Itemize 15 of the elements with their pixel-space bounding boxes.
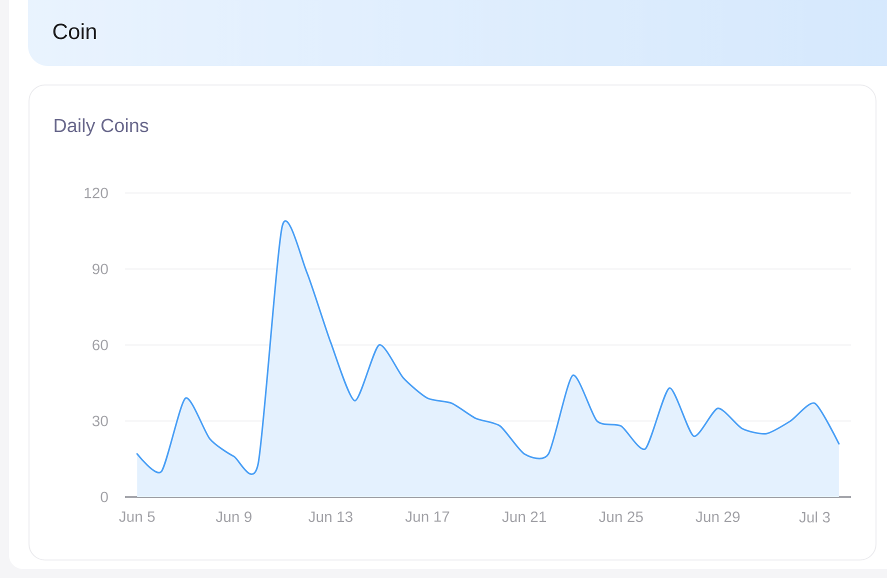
- x-tick-label: Jun 25: [598, 512, 643, 522]
- x-tick-label: Jun 13: [308, 512, 352, 522]
- x-tick-label: Jun 29: [696, 512, 740, 522]
- chart-subtitle: Daily Coins: [54, 118, 148, 136]
- y-tick-label: 0: [100, 492, 108, 502]
- y-tick-label: 30: [92, 416, 108, 426]
- y-tick-label: 60: [92, 340, 108, 350]
- y-tick-label: 90: [92, 264, 108, 274]
- chart-title: Coin: [53, 23, 96, 40]
- x-tick-label: Jun 9: [216, 512, 252, 522]
- y-tick-label: 120: [84, 188, 108, 198]
- x-tick-label: Jul 3: [799, 512, 830, 522]
- x-tick-label: Jun 21: [502, 512, 546, 522]
- x-tick-label: Jun 17: [405, 512, 450, 522]
- x-tick-label: Jun 5: [119, 512, 155, 522]
